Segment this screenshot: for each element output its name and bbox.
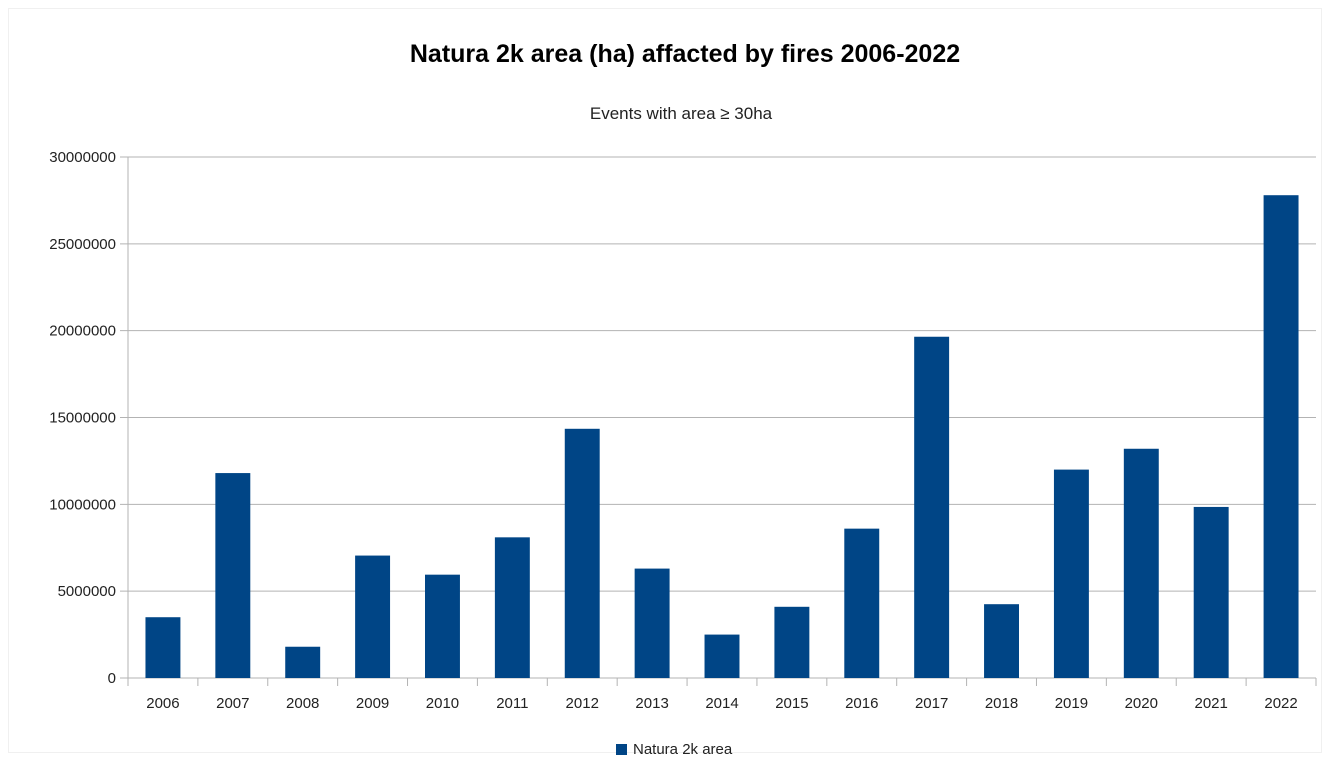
bar-2008	[285, 646, 321, 678]
legend-label: Natura 2k area	[633, 741, 733, 758]
x-tick-label: 2021	[1194, 695, 1227, 712]
x-tick-label: 2006	[146, 695, 179, 712]
x-tick-label: 2008	[286, 695, 319, 712]
x-tick-label: 2017	[915, 695, 948, 712]
bar-2006	[145, 617, 181, 678]
bar-2011	[494, 537, 530, 678]
x-tick-label: 2014	[705, 695, 738, 712]
x-tick-label: 2020	[1125, 695, 1158, 712]
y-tick-label: 15000000	[49, 410, 116, 427]
y-tick-label: 10000000	[49, 496, 116, 513]
bar-2019	[1053, 469, 1089, 678]
bar-2012	[564, 428, 600, 678]
chart-subtitle: Events with area ≥ 30ha	[589, 104, 773, 123]
bar-2014	[704, 634, 740, 678]
x-tick-label: 2012	[566, 695, 599, 712]
x-tick-label: 2015	[775, 695, 808, 712]
x-tick-label: 2009	[356, 695, 389, 712]
y-tick-label: 30000000	[49, 149, 116, 166]
bar-2017	[914, 336, 950, 678]
y-tick-label: 20000000	[49, 323, 116, 340]
bar-2013	[634, 568, 670, 678]
x-tick-label: 2007	[216, 695, 249, 712]
bar-2010	[425, 574, 460, 678]
legend: Natura 2k area	[616, 741, 732, 758]
x-tick-label: 2010	[426, 695, 459, 712]
y-tick-label: 5000000	[58, 583, 116, 600]
bar-2016	[844, 528, 880, 678]
chart-frame	[8, 8, 1322, 753]
x-tick-label: 2016	[845, 695, 878, 712]
bar-2009	[355, 555, 391, 678]
bar-2020	[1123, 448, 1159, 678]
x-tick-label: 2013	[635, 695, 668, 712]
x-tick-label: 2011	[496, 695, 528, 712]
x-tick-label: 2018	[985, 695, 1018, 712]
y-tick-label: 0	[108, 670, 116, 687]
x-tick-label: 2022	[1264, 695, 1297, 712]
bar-2022	[1263, 195, 1299, 678]
bar-2015	[774, 606, 810, 678]
y-tick-label: 25000000	[49, 236, 116, 253]
chart-title: Natura 2k area (ha) affacted by fires 20…	[409, 40, 961, 68]
bar-2007	[215, 473, 251, 678]
bar-2018	[984, 604, 1019, 678]
x-tick-label: 2019	[1055, 695, 1088, 712]
bar-2021	[1193, 506, 1229, 678]
legend-swatch	[616, 744, 627, 755]
